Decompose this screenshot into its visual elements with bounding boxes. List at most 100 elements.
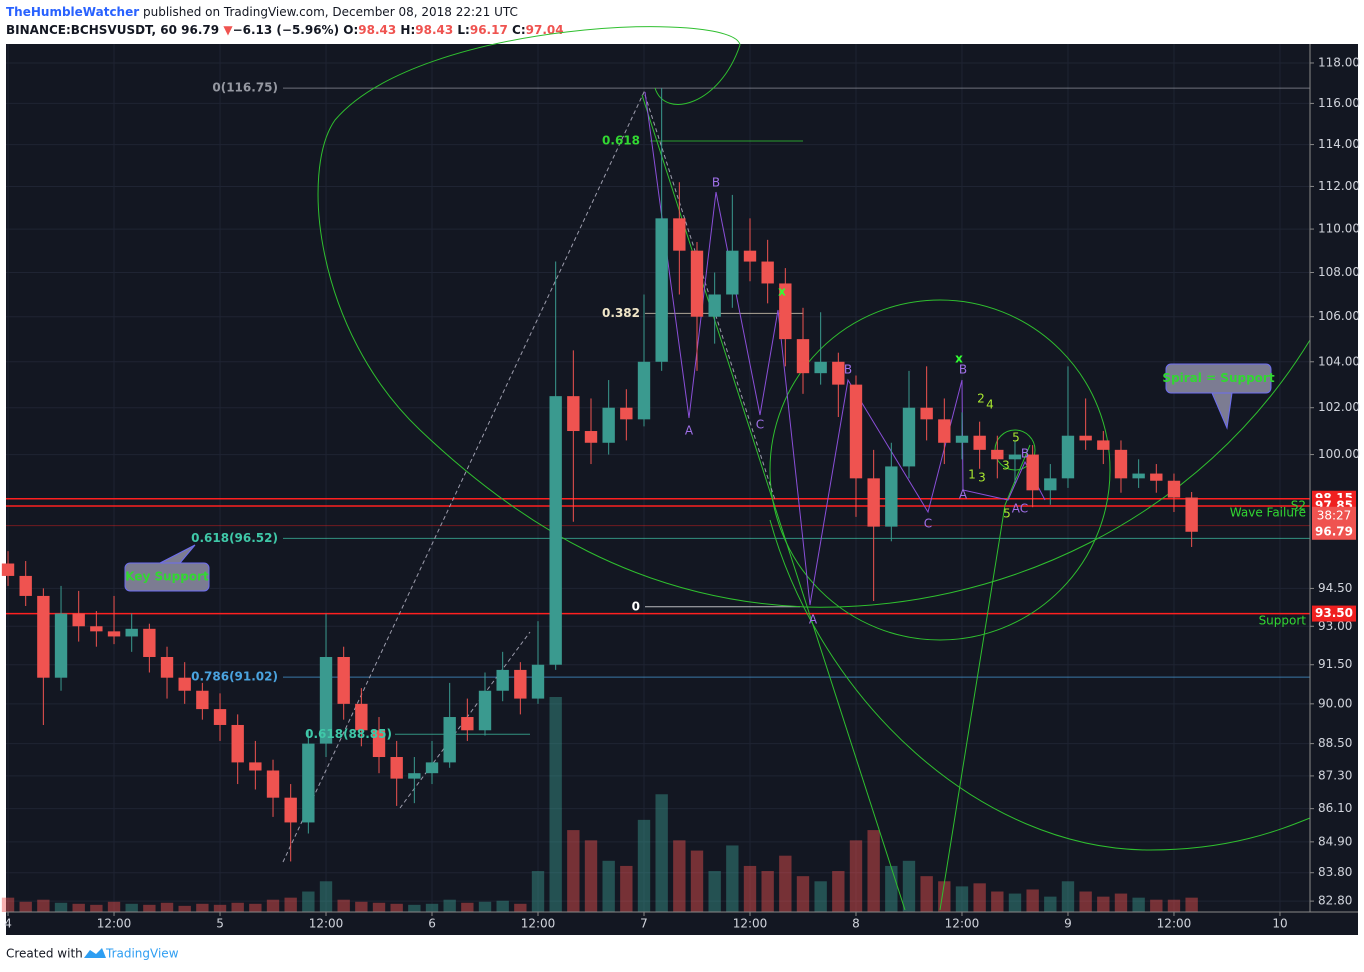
wave-label: A [959,488,968,502]
candle-body [231,724,244,763]
candle-body [920,407,933,420]
wave-paths [644,91,1046,606]
change: −6.13 (−5.96%) [233,23,340,37]
volume-bar [973,883,986,912]
y-tick-label: 104.00 [1318,354,1360,368]
x-tick-label: 12:00 [1157,917,1192,931]
volume-bar [372,902,386,912]
price-axis [1310,44,1358,912]
volume-bar [849,840,863,912]
volume-bar [266,899,280,912]
candle-body [1097,440,1110,450]
candle-body [637,361,651,420]
callout-pointer [159,544,196,564]
volume-bar [1114,893,1128,912]
volume-bar [90,904,103,912]
candle-body [496,669,509,691]
volume-bar [249,903,262,912]
volume-bar [19,901,32,912]
y-tick-label: 110.00 [1318,222,1360,236]
y-tick-label: 93.00 [1318,619,1352,633]
volume-bar [567,830,580,912]
dashed-line [399,631,531,809]
x-tick-label: 4 [4,917,12,931]
volume-bar [673,840,686,912]
volume-bar [160,902,174,912]
volume-bar [337,899,350,912]
last-price: 96.79 [1315,524,1353,538]
wave-label: x [778,285,786,299]
author[interactable]: TheHumbleWatcher [6,5,139,19]
candle-body [902,407,916,467]
volume-bar [920,876,933,912]
x-tick-label: 8 [852,917,860,931]
volume-bar [196,903,209,912]
candle-body [991,449,1004,460]
y-tick-label: 108.00 [1318,265,1360,279]
callout-box [1165,363,1272,394]
candle-body [1185,497,1198,532]
callout-text: Key Support [125,570,209,584]
candle-body [1,563,15,576]
wave-label: 2 [977,392,985,406]
footer-brand[interactable]: TradingView [105,947,179,961]
volume-bar [1150,899,1163,912]
y-tick-label: 86.10 [1318,801,1352,815]
candle-body [1114,449,1128,479]
wave-label: 3 [978,471,986,485]
candle-body [567,396,580,432]
last: 96.79 [181,23,219,37]
candle-body [796,339,810,374]
last-price-tag [1312,506,1356,540]
candle-body [743,250,757,262]
candle-body [443,717,456,763]
candle-body [779,283,792,340]
countdown: 38:27 [1317,508,1352,522]
volume-bar [319,881,333,912]
candle-body [1167,480,1181,498]
volume-bar [885,865,898,912]
volume-bar [584,840,598,912]
callout-pointer [1211,392,1233,430]
header-line-2: BINANCE:BCHSVUSDT, 60 96.79 ▼−6.13 (−5.9… [6,23,564,37]
candle-body [602,407,615,443]
volume-bar [620,865,633,912]
fib-label: 0(116.75) [212,81,278,95]
wave-label: 3 [1002,459,1010,473]
wave-label: 5 [1003,507,1011,521]
x-tick-label: 9 [1064,917,1072,931]
volume-bar [355,901,368,912]
callout-box [124,562,210,592]
x-tick-label: 10 [1272,917,1287,931]
volume-bar [902,860,916,912]
candle-body [160,656,174,678]
wave-label: 4 [986,398,994,412]
candle-body [885,466,898,527]
candle-body [814,361,827,374]
volume-bar [1132,897,1145,912]
candle-body [19,575,32,596]
volume-bar [1,897,15,912]
volume-bar [37,899,50,912]
volume-bar [284,897,297,912]
volume-bar [425,903,439,912]
volume-bar [514,903,527,912]
h-label: H: [400,23,415,37]
y-tick-label: 90.00 [1318,696,1352,710]
y-tick-label: 87.30 [1318,768,1352,782]
candle-body [726,250,739,295]
y-tick-label: 106.00 [1318,309,1360,323]
candle-body [213,709,227,725]
candle-body [1079,435,1092,441]
wave-label: B [712,176,720,190]
candle-body [284,797,297,823]
candle-body [1026,454,1039,491]
spiral-lower [769,519,1311,851]
l-label: L: [457,23,469,37]
y-tick-label: 116.00 [1318,96,1360,110]
volume-bar [743,865,757,912]
candle-body [408,773,421,779]
candle-body [690,250,704,317]
wave-path [644,91,1046,606]
volume-bar [779,855,792,912]
